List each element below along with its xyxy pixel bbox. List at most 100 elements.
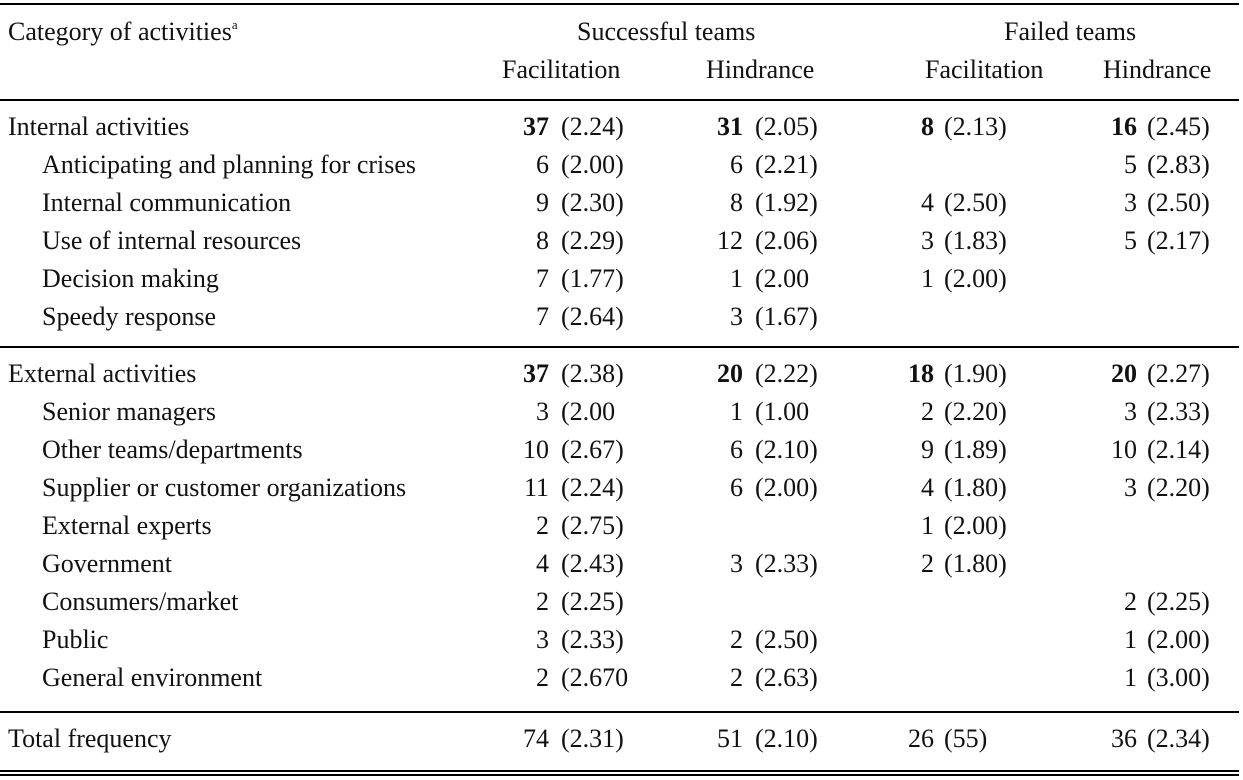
table-row-successful-facilitation-count: 2 bbox=[536, 511, 549, 540]
table-row-label: Public bbox=[42, 625, 109, 654]
table-row-failed-hindrance-mean: (2.33) bbox=[1147, 397, 1210, 426]
group-title-successful-facilitation-mean: (2.38) bbox=[561, 359, 624, 388]
total-row-label: Total frequency bbox=[8, 724, 172, 753]
table-row-successful-facilitation-count: 7 bbox=[536, 302, 549, 331]
table-row-failed-hindrance-mean: (2.17) bbox=[1147, 226, 1210, 255]
group-title-successful-facilitation-count: 37 bbox=[523, 112, 549, 141]
table-row-successful-facilitation-mean: (2.30) bbox=[561, 188, 624, 217]
total-separator-rule bbox=[0, 711, 1239, 713]
failed-facilitation-header: Facilitation bbox=[925, 55, 1044, 84]
table-row-successful-hindrance-mean: (1.67) bbox=[755, 302, 818, 331]
total-row-failed-hindrance-count: 36 bbox=[1111, 724, 1137, 753]
table-row-successful-facilitation-count: 10 bbox=[523, 435, 549, 464]
table-row-label: External experts bbox=[42, 511, 212, 540]
table-row-successful-facilitation-count: 4 bbox=[536, 549, 549, 578]
table-row-failed-facilitation-count: 1 bbox=[921, 511, 934, 540]
table-row-label: Government bbox=[42, 549, 172, 578]
group-title-failed-hindrance-count: 16 bbox=[1111, 112, 1137, 141]
table-row-failed-hindrance-mean: (2.14) bbox=[1147, 435, 1210, 464]
total-row-successful-hindrance-count: 51 bbox=[717, 724, 743, 753]
category-header-label: Category of activities bbox=[8, 17, 232, 46]
table-row-successful-facilitation-mean: (2.670 bbox=[561, 663, 629, 692]
table-row-failed-hindrance-count: 1 bbox=[1124, 663, 1137, 692]
table-row-successful-facilitation-mean: (2.00 bbox=[561, 397, 616, 426]
table-row-label: Speedy response bbox=[42, 302, 217, 331]
table-row-successful-hindrance-count: 8 bbox=[730, 188, 743, 217]
table-row-label: Decision making bbox=[42, 264, 219, 293]
table-row-successful-hindrance-mean: (2.00 bbox=[755, 264, 810, 293]
table-row-failed-facilitation-mean: (1.80) bbox=[944, 473, 1007, 502]
table-row-successful-hindrance-count: 3 bbox=[730, 549, 743, 578]
table-row-failed-hindrance-mean: (3.00) bbox=[1147, 663, 1210, 692]
table-row-successful-hindrance-count: 2 bbox=[730, 625, 743, 654]
group-title-label: External activities bbox=[8, 359, 197, 388]
table-row-successful-facilitation-count: 2 bbox=[536, 663, 549, 692]
table-row-failed-facilitation-mean: (1.80) bbox=[944, 549, 1007, 578]
table-row-successful-hindrance-mean: (2.06) bbox=[755, 226, 818, 255]
table-row-label: General environment bbox=[42, 663, 263, 692]
total-row-successful-facilitation-count: 74 bbox=[523, 724, 549, 753]
table-row-failed-facilitation-count: 4 bbox=[921, 188, 934, 217]
table-row-failed-hindrance-count: 5 bbox=[1124, 150, 1137, 179]
table-row-failed-hindrance-count: 1 bbox=[1124, 625, 1137, 654]
table-row-successful-hindrance-count: 1 bbox=[730, 264, 743, 293]
category-footnote-mark: a bbox=[231, 17, 238, 32]
table-row-successful-facilitation-mean: (2.33) bbox=[561, 625, 624, 654]
total-row-failed-facilitation-mean: (55) bbox=[944, 724, 988, 753]
table-row-failed-facilitation-mean: (2.20) bbox=[944, 397, 1007, 426]
table-row-failed-hindrance-count: 5 bbox=[1124, 226, 1137, 255]
table-row-successful-hindrance-mean: (2.33) bbox=[755, 549, 818, 578]
table-row-label: Consumers/market bbox=[42, 587, 239, 616]
table-row-label: Supplier or customer organizations bbox=[42, 473, 407, 502]
group-title-failed-hindrance-mean: (2.27) bbox=[1147, 359, 1210, 388]
table-row-failed-facilitation-mean: (1.83) bbox=[944, 226, 1007, 255]
table-row-successful-facilitation-mean: (2.75) bbox=[561, 511, 624, 540]
table-row-successful-facilitation-count: 3 bbox=[536, 625, 549, 654]
group-title-successful-hindrance-mean: (2.05) bbox=[755, 112, 818, 141]
successful-teams-header: Successful teams bbox=[577, 17, 756, 46]
table-row-successful-facilitation-count: 8 bbox=[536, 226, 549, 255]
table-row-failed-facilitation-mean: (2.00) bbox=[944, 264, 1007, 293]
total-row-failed-facilitation-count: 26 bbox=[908, 724, 934, 753]
successful-hindrance-header: Hindrance bbox=[706, 55, 815, 84]
group-title-successful-hindrance-count: 20 bbox=[717, 359, 743, 388]
group-title-successful-facilitation-mean: (2.24) bbox=[561, 112, 624, 141]
group-title-failed-facilitation-count: 8 bbox=[921, 112, 934, 141]
table-row-failed-hindrance-count: 3 bbox=[1124, 397, 1137, 426]
top-rule bbox=[0, 3, 1239, 5]
bottom-rule-upper bbox=[0, 770, 1239, 772]
table-row-failed-hindrance-mean: (2.25) bbox=[1147, 587, 1210, 616]
table-row-failed-facilitation-count: 4 bbox=[921, 473, 934, 502]
table-row-successful-hindrance-mean: (1.00 bbox=[755, 397, 810, 426]
group-title-successful-facilitation-count: 37 bbox=[523, 359, 549, 388]
table-row-successful-hindrance-count: 6 bbox=[730, 150, 743, 179]
table-row-successful-facilitation-mean: (2.67) bbox=[561, 435, 624, 464]
table-row-successful-facilitation-mean: (2.43) bbox=[561, 549, 624, 578]
table-row-successful-hindrance-mean: (2.63) bbox=[755, 663, 818, 692]
group-title-successful-hindrance-count: 31 bbox=[717, 112, 743, 141]
table-row-failed-hindrance-count: 3 bbox=[1124, 473, 1137, 502]
table-row-label: Anticipating and planning for crises bbox=[42, 150, 417, 179]
group-title-failed-hindrance-count: 20 bbox=[1111, 359, 1137, 388]
table-row-failed-facilitation-mean: (1.89) bbox=[944, 435, 1007, 464]
table-row-failed-facilitation-count: 3 bbox=[921, 226, 934, 255]
table-row-failed-facilitation-mean: (2.00) bbox=[944, 511, 1007, 540]
total-row-successful-hindrance-mean: (2.10) bbox=[755, 724, 818, 753]
table-row-failed-facilitation-count: 2 bbox=[921, 549, 934, 578]
bottom-rule-lower bbox=[0, 774, 1239, 776]
group-separator-rule bbox=[0, 346, 1239, 348]
table-row-successful-facilitation-mean: (1.77) bbox=[561, 264, 624, 293]
table-row-label: Other teams/departments bbox=[42, 435, 303, 464]
header-rule bbox=[0, 99, 1239, 101]
failed-teams-header: Failed teams bbox=[1004, 17, 1137, 46]
table-row-successful-facilitation-mean: (2.24) bbox=[561, 473, 624, 502]
table-row-successful-facilitation-count: 7 bbox=[536, 264, 549, 293]
total-row-successful-facilitation-mean: (2.31) bbox=[561, 724, 624, 753]
total-row-failed-hindrance-mean: (2.34) bbox=[1147, 724, 1210, 753]
table-row-successful-hindrance-count: 6 bbox=[730, 435, 743, 464]
table-row-failed-hindrance-mean: (2.00) bbox=[1147, 625, 1210, 654]
table-row-successful-facilitation-mean: (2.00) bbox=[561, 150, 624, 179]
table-row-successful-facilitation-count: 9 bbox=[536, 188, 549, 217]
group-title-failed-facilitation-mean: (1.90) bbox=[944, 359, 1007, 388]
table-row-successful-hindrance-count: 12 bbox=[717, 226, 743, 255]
